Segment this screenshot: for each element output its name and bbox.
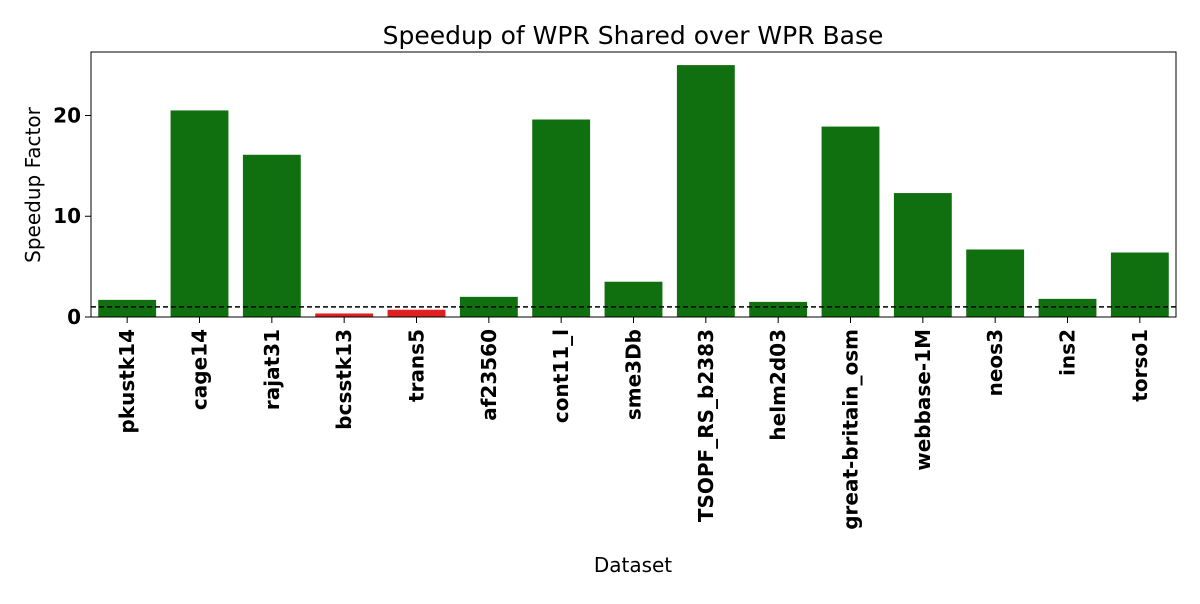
x-tick-label-ins2: ins2 [1056,329,1080,376]
x-tick-label-pkustk14: pkustk14 [115,329,139,433]
bar-ins2 [1038,298,1097,317]
chart-title: Speedup of WPR Shared over WPR Base [383,21,884,50]
bar-great-britain_osm [821,126,880,317]
bar-helm2d03 [749,301,808,317]
x-tick-label-torso1: torso1 [1128,329,1152,402]
bar-pkustk14 [98,299,157,317]
x-tick-label-cage14: cage14 [188,329,212,410]
bar-bcsstk13 [315,313,374,317]
bar-TSOPF_RS_b2383 [676,65,735,317]
x-tick-label-TSOPF_RS_b2383: TSOPF_RS_b2383 [694,329,718,522]
x-tick-label-webbase-1M: webbase-1M [911,329,935,471]
x-tick-label-cont11_l: cont11_l [549,329,573,423]
bar-cont11_l [532,119,591,317]
y-tick-label-20: 20 [53,103,81,127]
bar-trans5 [387,309,446,317]
bar-cage14 [170,110,229,317]
x-axis-label: Dataset [594,553,672,577]
x-tick-label-helm2d03: helm2d03 [766,329,790,441]
y-tick-label-10: 10 [53,204,81,228]
bar-rajat31 [242,154,301,317]
x-tick-label-trans5: trans5 [405,329,429,402]
x-tick-label-great-britain_osm: great-britain_osm [839,329,863,530]
x-tick-label-bcsstk13: bcsstk13 [332,329,356,430]
bar-af23560 [459,296,518,317]
y-axis-label: Speedup Factor [21,106,45,262]
bar-sme3Db [604,281,663,317]
y-tick-label-0: 0 [67,305,81,329]
x-tick-label-rajat31: rajat31 [260,329,284,410]
plot-area: 0 10 20 pkustk14 cage14 rajat31 bcsstk13 trans5… [53,51,1177,530]
x-tick-label-af23560: af23560 [477,329,501,421]
bar-neos3 [966,249,1025,317]
x-tick-label-neos3: neos3 [983,329,1007,396]
bar-webbase-1M [893,193,952,317]
x-tick-label-sme3Db: sme3Db [622,329,646,420]
